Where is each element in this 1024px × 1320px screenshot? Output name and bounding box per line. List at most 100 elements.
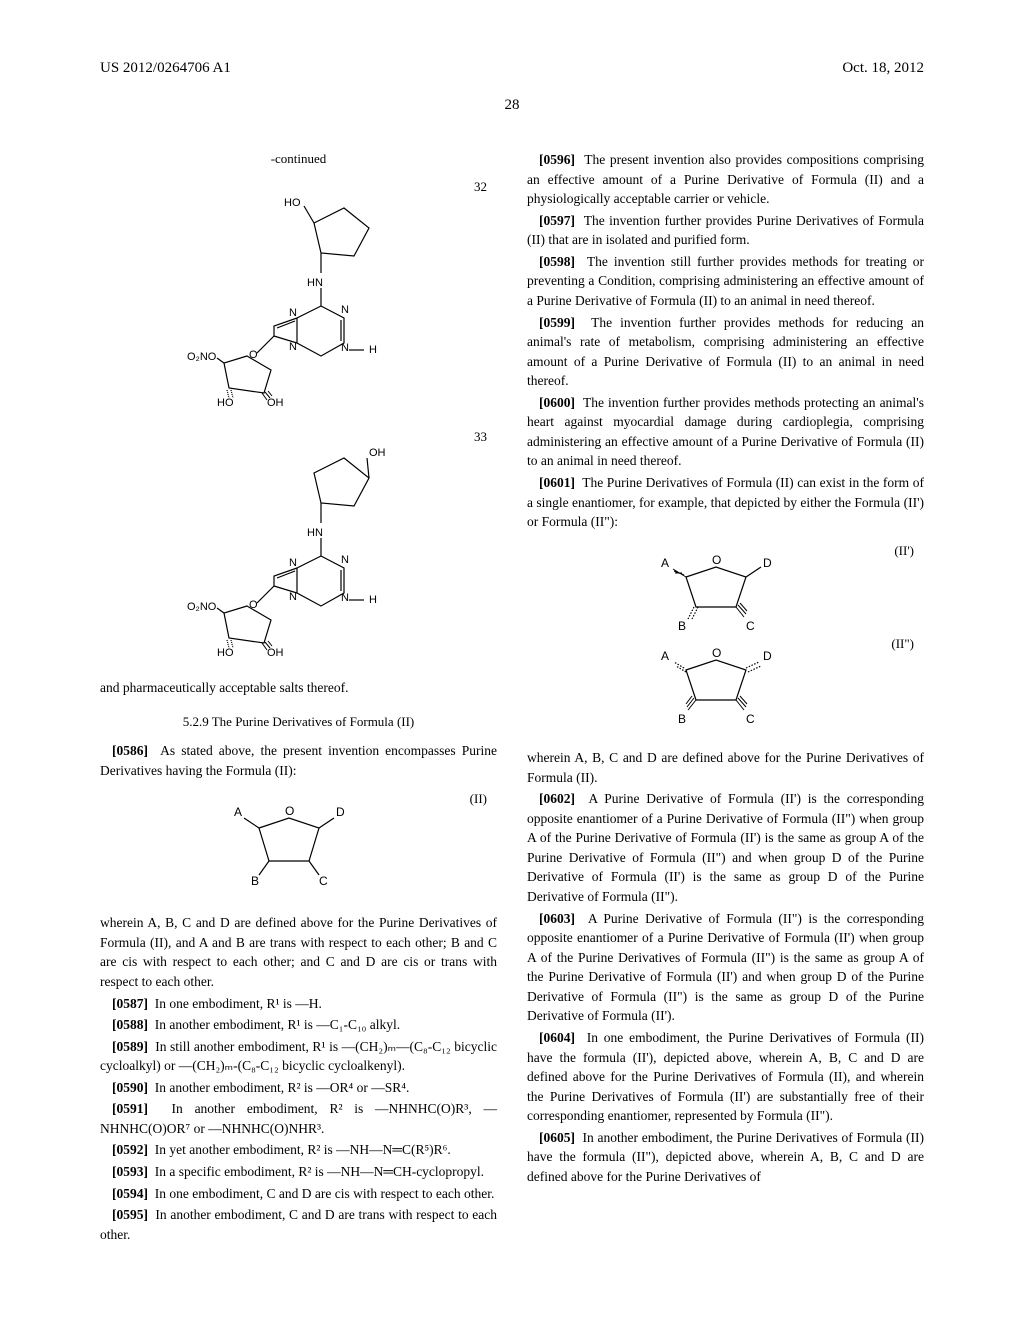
- svg-text:B: B: [251, 874, 259, 888]
- para-0586: [0586] As stated above, the present inve…: [100, 741, 497, 780]
- svg-text:B: B: [678, 619, 686, 633]
- svg-text:HN: HN: [307, 277, 323, 289]
- para-0598-num: [0598]: [539, 254, 575, 269]
- para-0590-num: [0590]: [112, 1080, 148, 1095]
- para-0603-text: A Purine Derivative of Formula (II") is …: [527, 911, 924, 1024]
- molecule-33-svg: OH HN N N N N H O O₂NO: [169, 428, 429, 658]
- structure-32-number: 32: [474, 178, 487, 196]
- svg-text:O₂NO: O₂NO: [187, 351, 217, 363]
- para-0588: [0588] In another embodiment, R¹ is —C₁-…: [100, 1015, 497, 1035]
- svg-text:N: N: [341, 304, 349, 316]
- molecule-32-svg: HO HN N N N N H O O₂NO: [169, 178, 429, 408]
- para-0605: [0605] In another embodiment, the Purine…: [527, 1128, 924, 1187]
- para-0598-text: The invention still further provides met…: [527, 254, 924, 308]
- svg-text:H: H: [369, 594, 377, 606]
- continued-label: -continued: [100, 150, 497, 168]
- para-0601-num: [0601]: [539, 475, 575, 490]
- para-0597: [0597] The invention further provides Pu…: [527, 211, 924, 250]
- para-0593-num: [0593]: [112, 1164, 148, 1179]
- formula-II-prime: (II') O A D B C (II") O: [527, 542, 924, 728]
- para-0589: [0589] In still another embodiment, R¹ i…: [100, 1037, 497, 1076]
- para-0594: [0594] In one embodiment, C and D are ci…: [100, 1184, 497, 1204]
- para-0590-text: In another embodiment, R² is —OR⁴ or —SR…: [155, 1080, 410, 1095]
- para-0593: [0593] In a specific embodiment, R² is —…: [100, 1162, 497, 1182]
- para-0587-num: [0587]: [112, 996, 148, 1011]
- para-0604-text: In one embodiment, the Purine Derivative…: [527, 1030, 924, 1123]
- para-0592-num: [0592]: [112, 1142, 148, 1157]
- para-0595: [0595] In another embodiment, C and D ar…: [100, 1205, 497, 1244]
- svg-text:OH: OH: [267, 397, 284, 408]
- svg-text:N: N: [289, 307, 297, 319]
- svg-text:B: B: [678, 712, 686, 726]
- para-0595-num: [0595]: [112, 1207, 148, 1222]
- para-0587: [0587] In one embodiment, R¹ is —H.: [100, 994, 497, 1014]
- structure-33: 33 OH HN N N N N H: [100, 428, 497, 658]
- para-0594-num: [0594]: [112, 1186, 148, 1201]
- svg-text:H: H: [369, 344, 377, 356]
- formula-IIpp-svg: O A D B C: [641, 638, 811, 728]
- patent-number: US 2012/0264706 A1: [100, 58, 231, 79]
- para-0589-text: In still another embodiment, R¹ is —(CH₂…: [100, 1039, 497, 1074]
- svg-text:OH: OH: [369, 447, 386, 459]
- svg-text:N: N: [289, 341, 297, 353]
- svg-text:N: N: [289, 557, 297, 569]
- svg-text:N: N: [341, 342, 349, 354]
- para-0603-num: [0603]: [539, 911, 575, 926]
- para-0599-num: [0599]: [539, 315, 575, 330]
- svg-text:A: A: [661, 556, 669, 570]
- svg-text:HO: HO: [284, 197, 301, 209]
- para-0600: [0600] The invention further provides me…: [527, 393, 924, 471]
- section-title: 5.2.9 The Purine Derivatives of Formula …: [100, 713, 497, 731]
- para-0600-text: The invention further provides methods p…: [527, 395, 924, 469]
- svg-text:A: A: [234, 805, 242, 819]
- para-0604-num: [0604]: [539, 1030, 575, 1045]
- svg-text:O: O: [712, 646, 721, 660]
- formula-II: (II) O A D B C: [100, 790, 497, 893]
- svg-text:D: D: [763, 649, 772, 663]
- svg-text:O: O: [285, 804, 294, 818]
- para-0595-text: In another embodiment, C and D are trans…: [100, 1207, 497, 1242]
- para-0601: [0601] The Purine Derivatives of Formula…: [527, 473, 924, 532]
- svg-text:N: N: [341, 554, 349, 566]
- para-0591: [0591] In another embodiment, R² is —NHN…: [100, 1099, 497, 1138]
- para-0604: [0604] In one embodiment, the Purine Der…: [527, 1028, 924, 1126]
- para-0598: [0598] The invention still further provi…: [527, 252, 924, 311]
- svg-text:C: C: [746, 712, 755, 726]
- page-number: 28: [0, 95, 1024, 116]
- svg-text:OH: OH: [267, 647, 284, 658]
- svg-text:HO: HO: [217, 647, 234, 658]
- para-0589-num: [0589]: [112, 1039, 148, 1054]
- para-0591-text: In another embodiment, R² is —NHNHC(O)R³…: [100, 1101, 497, 1136]
- formula-IIp-svg: O A D B C: [641, 545, 811, 635]
- para-0596: [0596] The present invention also provid…: [527, 150, 924, 209]
- para-0591-num: [0591]: [112, 1101, 148, 1116]
- svg-text:C: C: [319, 874, 328, 888]
- svg-text:N: N: [341, 592, 349, 604]
- para-0601-text: The Purine Derivatives of Formula (II) c…: [527, 475, 924, 529]
- para-0597-text: The invention further provides Purine De…: [527, 213, 924, 248]
- structure-33-number: 33: [474, 428, 487, 446]
- para-0605-num: [0605]: [539, 1130, 575, 1145]
- svg-text:O: O: [712, 553, 721, 567]
- patent-date: Oct. 18, 2012: [842, 58, 924, 79]
- para-0605-text: In another embodiment, the Purine Deriva…: [527, 1130, 924, 1184]
- para-0596-text: The present invention also provides comp…: [527, 152, 924, 206]
- para-0588-num: [0588]: [112, 1017, 148, 1032]
- para-0590: [0590] In another embodiment, R² is —OR⁴…: [100, 1078, 497, 1098]
- para-0602-num: [0602]: [539, 791, 575, 806]
- svg-text:HO: HO: [217, 397, 234, 408]
- svg-text:D: D: [763, 556, 772, 570]
- para-0599-text: The invention further provides methods f…: [527, 315, 924, 389]
- svg-text:A: A: [661, 649, 669, 663]
- para-0594-text: In one embodiment, C and D are cis with …: [155, 1186, 495, 1201]
- svg-text:O₂NO: O₂NO: [187, 601, 217, 613]
- para-0600-num: [0600]: [539, 395, 575, 410]
- after-structures-text: and pharmaceutically acceptable salts th…: [100, 678, 497, 698]
- para-0603: [0603] A Purine Derivative of Formula (I…: [527, 909, 924, 1026]
- para-0588-text: In another embodiment, R¹ is —C₁-C₁₀ alk…: [155, 1017, 400, 1032]
- svg-text:N: N: [289, 591, 297, 603]
- para-0587-text: In one embodiment, R¹ is —H.: [155, 996, 322, 1011]
- para-0599: [0599] The invention further provides me…: [527, 313, 924, 391]
- structure-32: 32 HO HN N N N N H: [100, 178, 497, 408]
- after-formula-II-text: wherein A, B, C and D are defined above …: [100, 913, 497, 991]
